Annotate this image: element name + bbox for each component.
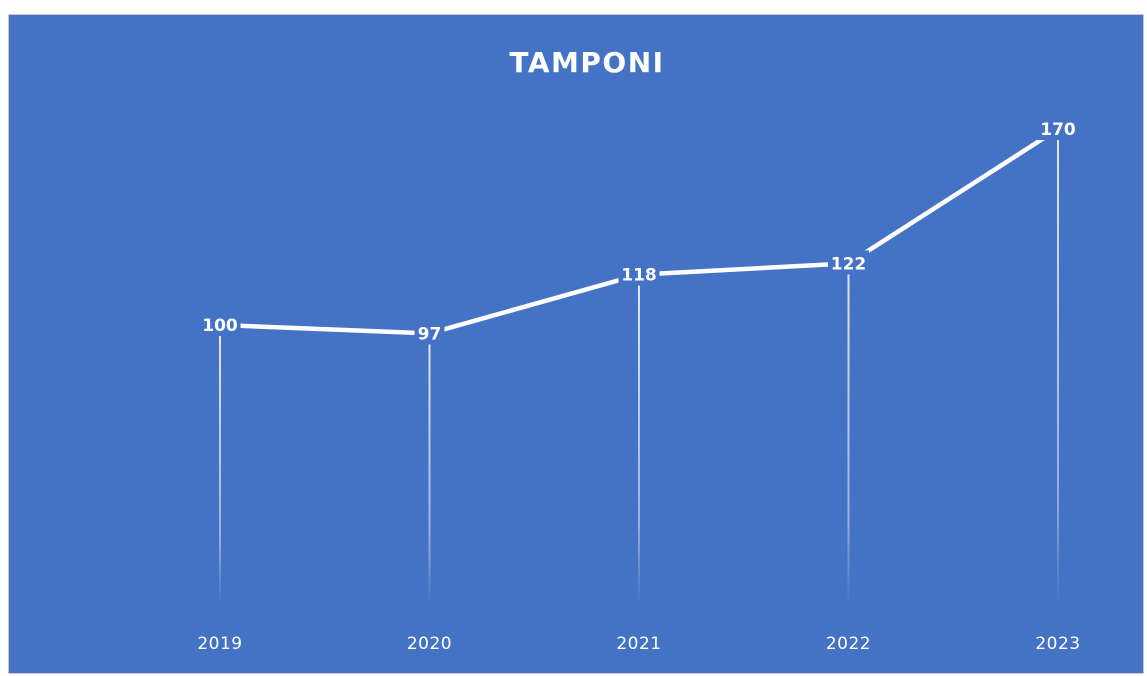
data-label-2022: 122 <box>831 254 867 274</box>
drop-line-2020 <box>428 333 431 605</box>
data-label-bg-2020 <box>414 320 445 345</box>
chart-title: TAMPONI <box>509 46 664 79</box>
drop-line-2022 <box>847 263 850 605</box>
x-tick-label-2019: 2019 <box>197 634 242 654</box>
x-tick-label-2021: 2021 <box>616 634 661 654</box>
data-label-bg-2023 <box>1037 116 1079 140</box>
x-tick-label-2022: 2022 <box>826 634 871 654</box>
data-labels: 100 97 118 122 170 <box>199 116 1079 345</box>
drop-line-2021 <box>638 274 640 605</box>
data-label-bg-2019 <box>199 312 241 336</box>
data-label-bg-2022 <box>828 250 869 275</box>
x-tick-label-2023: 2023 <box>1035 634 1080 654</box>
x-axis-tick-labels: 2019 2020 2021 2022 2023 <box>197 634 1080 654</box>
chart-frame: TAMPONI 100 97 118 122 170 2019 2020 2021 2022 2… <box>8 14 1144 674</box>
data-label-2020: 97 <box>418 324 442 344</box>
x-tick-label-2020: 2020 <box>407 634 452 654</box>
drop-line-2019 <box>219 325 221 605</box>
data-label-bg-2021 <box>618 261 660 286</box>
data-label-2021: 118 <box>621 266 657 286</box>
drop-lines <box>219 129 1059 605</box>
data-label-2023: 170 <box>1040 120 1076 140</box>
drop-line-2023 <box>1057 129 1059 605</box>
data-label-2019: 100 <box>202 316 238 336</box>
